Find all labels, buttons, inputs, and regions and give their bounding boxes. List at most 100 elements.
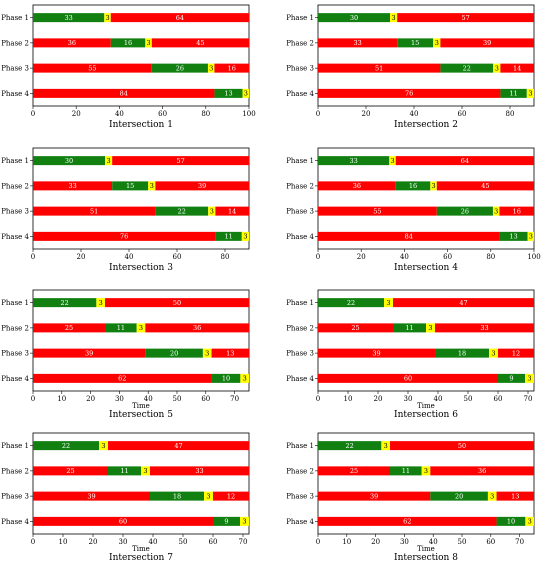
x-axis-title: Time <box>132 402 150 410</box>
bar-green <box>151 63 208 73</box>
data-label: 36 <box>68 39 76 47</box>
bar-green <box>105 323 137 333</box>
data-label: 3 <box>428 324 432 332</box>
data-label: 14 <box>513 64 521 72</box>
bar-green <box>211 373 241 383</box>
bar-green <box>395 181 431 191</box>
bar-red <box>500 63 534 73</box>
data-label: 3 <box>146 39 150 47</box>
bar-green <box>155 206 209 216</box>
data-label: 57 <box>176 157 184 165</box>
bar-green <box>215 231 242 241</box>
bar-yellow <box>433 38 441 48</box>
x-tick-label: 100 <box>527 253 540 261</box>
phase-label: Phase 3 <box>286 208 314 216</box>
data-label: 62 <box>118 375 126 383</box>
bar-yellow <box>384 298 393 308</box>
data-label: 9 <box>224 518 228 526</box>
bar-yellow <box>240 373 249 383</box>
bar-yellow <box>421 466 431 476</box>
bar-yellow <box>240 516 249 526</box>
x-axis-title: Time <box>417 545 435 553</box>
bar-green <box>145 348 203 358</box>
x-tick-label: 20 <box>77 253 86 261</box>
bar-yellow <box>526 88 534 98</box>
x-tick-label: 60 <box>209 538 218 546</box>
x-tick-label: 70 <box>239 538 248 546</box>
data-label: 3 <box>431 182 435 190</box>
bar-red <box>33 348 146 358</box>
data-label: 11 <box>224 233 232 241</box>
data-label: 3 <box>99 299 103 307</box>
x-tick-label: 30 <box>404 395 413 403</box>
data-label: 18 <box>458 349 466 357</box>
data-label: 84 <box>120 90 128 98</box>
chart-caption: Intersection 3 <box>109 263 173 273</box>
bar-yellow <box>208 206 216 216</box>
data-label: 3 <box>139 324 143 332</box>
bar-red <box>436 181 534 191</box>
bar-green <box>496 516 526 526</box>
x-tick-label: 0 <box>316 110 320 118</box>
x-tick-label: 60 <box>201 395 210 403</box>
phase-label: Phase 1 <box>1 299 29 307</box>
bar-green <box>110 38 146 48</box>
x-tick-label: 60 <box>458 110 467 118</box>
data-label: 3 <box>242 518 246 526</box>
x-tick-label: 10 <box>344 395 353 403</box>
x-tick-label: 0 <box>31 253 35 261</box>
x-tick-label: 60 <box>486 538 495 546</box>
bar-green <box>436 206 493 216</box>
bar-green <box>318 298 384 308</box>
x-tick-label: 20 <box>374 395 383 403</box>
data-label: 55 <box>88 64 96 72</box>
data-label: 39 <box>85 349 93 357</box>
x-tick-label: 10 <box>342 538 351 546</box>
bar-yellow <box>489 348 498 358</box>
x-tick-label: 100 <box>242 110 255 118</box>
data-label: 36 <box>353 182 361 190</box>
data-label: 20 <box>170 349 178 357</box>
data-label: 22 <box>61 299 69 307</box>
bar-red <box>318 466 390 476</box>
plot-frame <box>32 432 250 535</box>
phase-label: Phase 1 <box>1 14 29 22</box>
data-label: 3 <box>491 349 495 357</box>
x-tick-label: 40 <box>144 395 153 403</box>
bar-green <box>112 181 149 191</box>
data-label: 50 <box>458 442 466 450</box>
data-label: 45 <box>196 39 204 47</box>
bar-red <box>33 181 113 191</box>
bar-red <box>33 516 213 526</box>
data-label: 3 <box>435 39 439 47</box>
data-label: 13 <box>511 492 519 500</box>
chart-caption: Intersection 6 <box>394 410 458 420</box>
bar-red <box>112 156 249 166</box>
phase-label: Phase 3 <box>1 493 29 501</box>
bar-yellow <box>525 373 534 383</box>
bar-red <box>440 38 534 48</box>
data-label: 3 <box>205 349 209 357</box>
x-tick-label: 60 <box>443 253 452 261</box>
bar-red <box>499 206 534 216</box>
bar-yellow <box>242 88 249 98</box>
bar-green <box>108 466 141 476</box>
bar-yellow <box>148 181 156 191</box>
phase-label: Phase 3 <box>286 65 314 73</box>
bar-red <box>318 181 396 191</box>
bar-green <box>318 13 390 23</box>
phase-label: Phase 3 <box>1 208 29 216</box>
bar-yellow <box>390 13 398 23</box>
data-label: 57 <box>461 14 469 22</box>
data-label: 25 <box>351 324 359 332</box>
bar-green <box>33 13 105 23</box>
data-label: 11 <box>405 324 413 332</box>
bar-yellow <box>493 63 501 73</box>
phase-label: Phase 2 <box>286 467 314 475</box>
bar-yellow <box>202 348 212 358</box>
bar-green <box>33 298 97 308</box>
x-tick-label: 40 <box>125 253 134 261</box>
